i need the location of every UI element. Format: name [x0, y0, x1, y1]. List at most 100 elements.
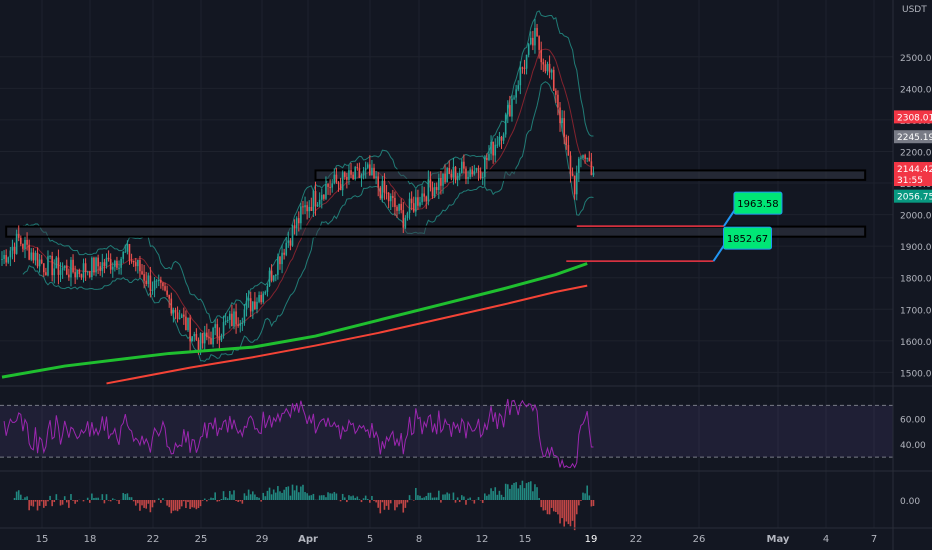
candle-body-246 — [515, 89, 517, 98]
candle-body-90 — [189, 317, 191, 342]
candle-body-17 — [36, 252, 39, 267]
target-2-label-box — [723, 226, 772, 250]
macd-bar-217 — [454, 500, 457, 503]
candle-body-155 — [325, 183, 327, 199]
macd-bar-16 — [34, 500, 37, 502]
macd-bar-134 — [281, 492, 283, 500]
candle-body-173 — [362, 170, 365, 176]
macd-bar-144 — [302, 484, 304, 500]
macd-bar-197 — [412, 500, 415, 501]
candle-body-104 — [218, 336, 221, 341]
candle-body-48 — [101, 262, 104, 271]
macd-bar-268 — [561, 500, 563, 519]
candle-body-65 — [137, 259, 139, 267]
macd-bar-105 — [220, 499, 223, 500]
macd-bar-194 — [406, 500, 409, 503]
macd-bar-19 — [40, 500, 43, 502]
candle-body-57 — [120, 258, 122, 268]
candle-body-24 — [51, 255, 53, 276]
candle-body-279 — [584, 155, 586, 159]
macd-bar-145 — [304, 492, 306, 500]
candle-body-89 — [187, 317, 189, 331]
candle-body-205 — [429, 179, 432, 188]
time-tick-0: 15 — [36, 534, 49, 545]
macd-bar-114 — [239, 500, 242, 502]
candle-body-47 — [99, 266, 102, 271]
macd-bar-163 — [341, 493, 344, 500]
candle-body-21 — [45, 272, 47, 276]
candle-body-38 — [80, 274, 83, 278]
candle-body-242 — [506, 105, 509, 115]
macd-bar-26 — [55, 494, 58, 500]
macd-bar-239 — [500, 494, 503, 500]
macd-bar-67 — [141, 500, 143, 506]
macd-bar-228 — [477, 497, 480, 500]
macd-bar-174 — [364, 495, 367, 500]
macd-bar-212 — [444, 494, 446, 500]
macd-bar-48 — [101, 494, 104, 500]
candle-body-260 — [544, 64, 547, 72]
candle-body-202 — [423, 193, 425, 197]
candle-body-224 — [469, 169, 471, 177]
candle-body-283 — [592, 172, 595, 175]
macd-bar-8 — [17, 490, 20, 500]
macd-bar-45 — [95, 497, 97, 500]
candle-body-30 — [63, 265, 66, 268]
candle-body-221 — [463, 161, 465, 169]
macd-bar-84 — [176, 500, 179, 512]
candle-body-77 — [162, 282, 164, 287]
macd-bar-101 — [212, 497, 214, 500]
macd-bar-246 — [515, 482, 517, 500]
candle-body-23 — [49, 255, 51, 257]
candle-body-16 — [34, 252, 37, 261]
candle-body-162 — [339, 184, 342, 191]
candle-body-179 — [375, 176, 377, 179]
candle-body-245 — [513, 97, 515, 99]
candle-body-191 — [400, 203, 402, 211]
macd-bar-66 — [139, 500, 141, 511]
candlestick-series — [1, 18, 595, 356]
macd-bar-223 — [467, 498, 469, 500]
rsi-pane — [0, 385, 932, 469]
price-tick-4: 1900.00 — [900, 243, 932, 253]
candle-body-199 — [417, 197, 419, 206]
candle-body-127 — [266, 285, 269, 292]
candle-body-254 — [532, 37, 534, 46]
candle-body-235 — [492, 142, 494, 156]
macd-bar-69 — [145, 500, 148, 509]
price-tick-0: 1500.00 — [900, 369, 932, 379]
macd-bar-206 — [431, 497, 434, 500]
candle-body-58 — [122, 251, 125, 259]
macd-bar-271 — [567, 500, 570, 525]
candle-body-238 — [498, 136, 501, 145]
macd-bar-180 — [377, 500, 379, 508]
candle-body-138 — [289, 240, 292, 246]
candle-body-192 — [402, 210, 405, 228]
macd-bar-224 — [469, 497, 471, 500]
macd-bar-245 — [513, 482, 515, 500]
candle-body-39 — [82, 263, 85, 278]
candle-body-33 — [70, 259, 72, 278]
macd-bar-186 — [389, 500, 392, 504]
macd-bar-202 — [423, 497, 425, 500]
candle-body-141 — [295, 218, 298, 229]
macd-bar-118 — [247, 489, 250, 500]
candle-body-11 — [24, 239, 26, 249]
macd-bar-100 — [210, 497, 212, 500]
macd-bar-274 — [573, 500, 576, 531]
macd-bar-119 — [249, 494, 252, 500]
support-resistance-zones[interactable] — [5, 169, 867, 238]
macd-bar-199 — [417, 495, 419, 500]
ma-green — [1, 262, 588, 379]
macd-bar-132 — [277, 486, 279, 500]
macd-bar-9 — [20, 494, 22, 500]
macd-bar-54 — [114, 499, 116, 500]
candle-body-184 — [385, 192, 388, 194]
candle-body-240 — [502, 134, 505, 141]
candle-body-174 — [364, 167, 367, 171]
candle-body-94 — [197, 339, 200, 351]
price-targets[interactable]: 1963.58 1852.67 — [566, 191, 783, 262]
macd-bar-91 — [191, 500, 193, 508]
macd-bar-176 — [369, 500, 371, 503]
